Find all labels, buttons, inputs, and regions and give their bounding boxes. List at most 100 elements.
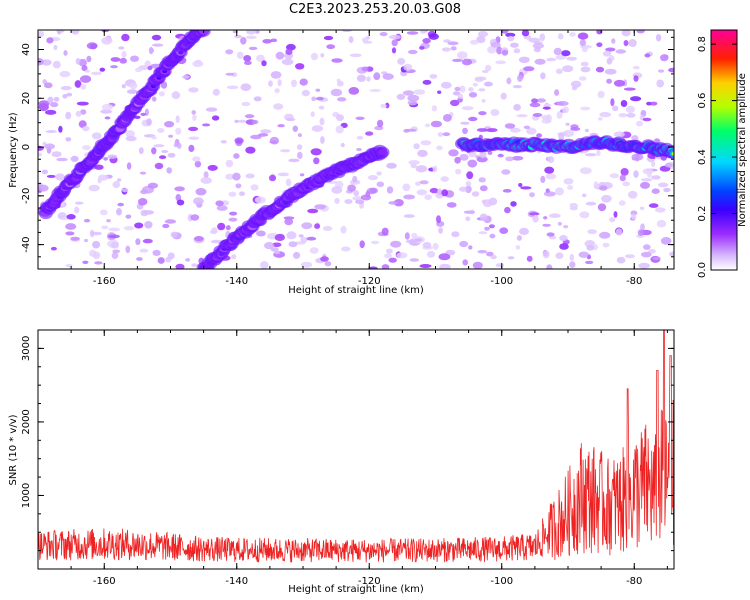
noise-blob — [91, 132, 102, 140]
noise-blob — [495, 263, 505, 268]
noise-blob — [188, 87, 199, 93]
noise-blob — [577, 32, 589, 40]
noise-blob — [501, 30, 509, 34]
noise-blob — [311, 125, 324, 132]
noise-blob — [437, 188, 443, 196]
noise-blob — [366, 76, 371, 82]
noise-blob — [390, 240, 402, 248]
noise-blob — [643, 244, 651, 250]
noise-blob — [234, 34, 242, 39]
noise-blob — [245, 146, 256, 154]
noise-blob — [419, 264, 432, 268]
colorbar: 0.0 0.2 0.4 0.6 0.8 Normalized spectral ampl… — [697, 29, 748, 278]
noise-blob — [125, 135, 137, 142]
noise-blob — [175, 115, 180, 123]
noise-blob — [457, 93, 463, 100]
noise-blob — [99, 209, 108, 216]
noise-blob — [83, 218, 91, 223]
noise-blob — [75, 58, 81, 65]
noise-blob — [437, 90, 442, 94]
noise-blob — [657, 182, 669, 188]
noise-blob — [478, 177, 486, 183]
noise-blob — [555, 68, 563, 75]
noise-blob — [241, 101, 251, 107]
noise-blob — [92, 251, 101, 260]
noise-blob — [245, 35, 257, 40]
noise-blob — [481, 99, 486, 103]
noise-blob — [622, 181, 631, 187]
noise-blob — [502, 189, 512, 193]
noise-blob — [140, 189, 148, 195]
noise-blob — [250, 184, 259, 191]
noise-blob — [299, 78, 308, 86]
noise-blob — [403, 194, 415, 200]
noise-blob — [543, 216, 548, 220]
noise-blob — [74, 80, 82, 88]
noise-blob — [50, 102, 59, 108]
noise-blob — [297, 133, 302, 138]
noise-blob — [562, 106, 569, 114]
snr-xtick-label: -140 — [225, 576, 248, 587]
noise-blob — [355, 116, 365, 121]
noise-blob — [284, 217, 294, 226]
noise-blob — [269, 136, 280, 145]
snr-xlabel: Height of straight line (km) — [288, 584, 424, 595]
noise-blob — [561, 50, 571, 57]
noise-blob — [442, 132, 451, 137]
spectrogram-xtick-label: -160 — [93, 276, 116, 287]
noise-blob — [486, 128, 498, 133]
noise-blob — [268, 174, 277, 182]
noise-blob — [55, 173, 65, 181]
noise-blob — [540, 72, 546, 80]
noise-blob — [89, 43, 97, 50]
noise-blob — [641, 251, 652, 258]
noise-blob — [38, 100, 50, 108]
noise-blob — [468, 87, 474, 92]
noise-blob — [301, 89, 310, 97]
noise-blob — [511, 156, 524, 161]
noise-blob — [628, 39, 637, 47]
noise-blob — [478, 231, 488, 235]
noise-blob — [597, 203, 607, 212]
noise-blob — [151, 136, 157, 140]
noise-blob — [256, 230, 266, 237]
noise-blob — [270, 247, 279, 252]
noise-blob — [207, 164, 218, 171]
noise-blob — [331, 186, 343, 194]
noise-blob — [542, 223, 551, 227]
noise-blob — [271, 242, 282, 248]
track-2-cell — [378, 149, 387, 156]
noise-blob — [220, 140, 227, 144]
spectrogram-ytick-label: 20 — [21, 92, 32, 105]
noise-blob — [94, 261, 103, 265]
noise-blob — [461, 58, 473, 66]
noise-blob — [88, 184, 100, 192]
noise-blob — [408, 160, 420, 165]
noise-blob — [157, 128, 165, 133]
noise-blob — [581, 45, 588, 53]
noise-blob — [481, 69, 489, 74]
noise-blob — [117, 202, 124, 207]
noise-blob — [566, 56, 577, 61]
noise-blob — [65, 137, 72, 142]
noise-blob — [344, 199, 353, 204]
noise-blob — [512, 85, 523, 89]
noise-blob — [478, 111, 487, 116]
noise-blob — [50, 246, 57, 251]
noise-blob — [182, 75, 190, 79]
noise-blob — [367, 175, 378, 181]
colorbar-tick-label: 0.6 — [697, 93, 708, 109]
noise-blob — [356, 147, 362, 152]
noise-blob — [260, 261, 269, 269]
noise-blob — [569, 253, 575, 261]
noise-blob — [430, 120, 442, 128]
noise-blob — [665, 162, 673, 168]
noise-blob — [253, 96, 262, 102]
noise-blob — [65, 111, 72, 120]
noise-blob — [579, 167, 592, 175]
noise-blob — [490, 109, 500, 116]
spectrogram-xlabel: Height of straight line (km) — [288, 285, 424, 296]
noise-blob — [159, 155, 167, 160]
noise-blob — [225, 159, 234, 168]
noise-blob — [212, 88, 220, 96]
